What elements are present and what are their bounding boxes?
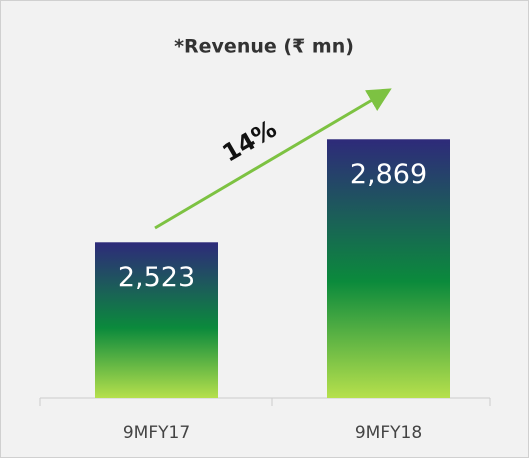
- bar: [95, 242, 218, 398]
- data-label: 2,523: [118, 262, 195, 293]
- bar: [327, 139, 450, 398]
- data-label: 2,869: [350, 159, 427, 190]
- x-tick-label: 9MFY18: [355, 423, 422, 443]
- growth-arrow: [154, 88, 392, 230]
- chart-title: *Revenue (₹ mn): [174, 36, 354, 58]
- x-tick-label: 9MFY17: [123, 423, 190, 443]
